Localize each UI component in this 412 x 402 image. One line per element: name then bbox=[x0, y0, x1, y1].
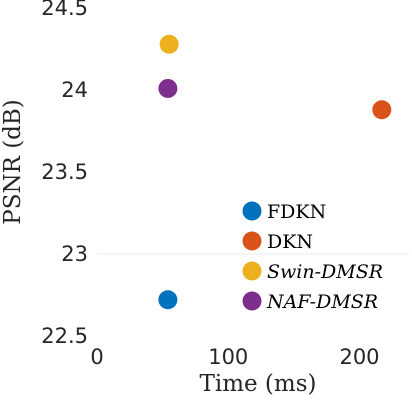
x-tick-label: 0 bbox=[90, 345, 103, 369]
y-tick-labels: 22.5 23 23.5 24 24.5 bbox=[41, 0, 88, 348]
y-axis-label: PSNR (dB) bbox=[0, 99, 26, 225]
y-tick-label: 24.5 bbox=[41, 0, 88, 20]
legend-label: FDKN bbox=[267, 201, 326, 223]
y-tick-label: 23.5 bbox=[41, 160, 88, 184]
x-tick-labels: 0 100 200 bbox=[90, 345, 379, 369]
data-point-fdkn bbox=[158, 290, 178, 310]
data-point-naf-dmsr bbox=[158, 78, 178, 98]
legend-marker bbox=[242, 261, 262, 281]
legend-marker bbox=[242, 291, 262, 311]
legend-marker bbox=[242, 231, 262, 251]
y-tick-label: 23 bbox=[61, 242, 88, 266]
data-point-dkn bbox=[372, 100, 392, 120]
x-tick-label: 200 bbox=[339, 345, 379, 369]
data-points bbox=[158, 34, 392, 310]
legend-label: DKN bbox=[267, 231, 313, 253]
x-tick-label: 100 bbox=[208, 345, 248, 369]
legend: FDKN DKN Swin-DMSR NAF-DMSR bbox=[242, 201, 383, 313]
data-point-swin-dmsr bbox=[159, 34, 179, 54]
y-tick-label: 22.5 bbox=[41, 324, 88, 348]
legend-marker bbox=[242, 201, 262, 221]
legend-label: Swin-DMSR bbox=[267, 261, 383, 283]
x-axis-label: Time (ms) bbox=[200, 371, 317, 397]
y-tick-label: 24 bbox=[61, 78, 88, 102]
legend-label: NAF-DMSR bbox=[266, 291, 378, 313]
